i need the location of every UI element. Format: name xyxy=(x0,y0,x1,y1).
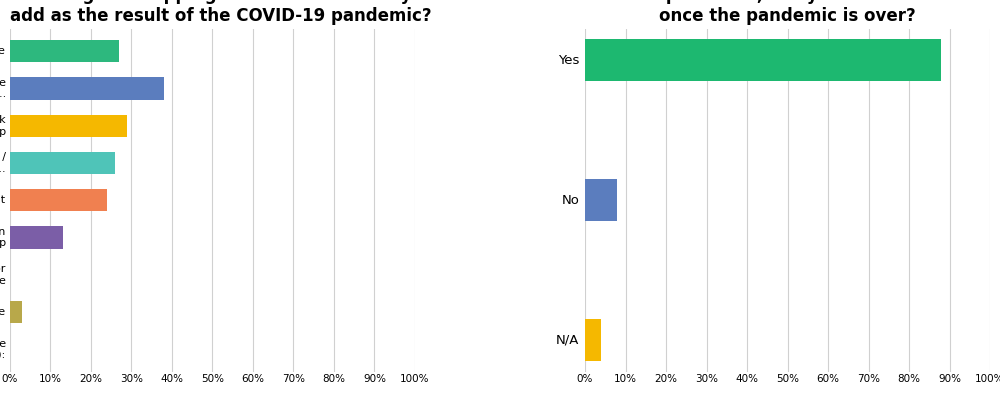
Bar xyxy=(10,114,127,137)
Bar xyxy=(10,226,63,249)
Bar xyxy=(585,319,601,361)
Text: What digital shopping enhancements did you
add as the result of the COVID-19 pan: What digital shopping enhancements did y… xyxy=(10,0,435,25)
Bar xyxy=(10,77,164,100)
Bar xyxy=(10,301,22,323)
Bar xyxy=(585,39,941,81)
Bar xyxy=(585,179,617,221)
Bar xyxy=(10,40,119,62)
Bar xyxy=(10,152,115,174)
Bar xyxy=(10,189,107,211)
Title: If you added a digital shopping enhancement
due to the pandemic, will you contin: If you added a digital shopping enhancem… xyxy=(563,0,1000,25)
